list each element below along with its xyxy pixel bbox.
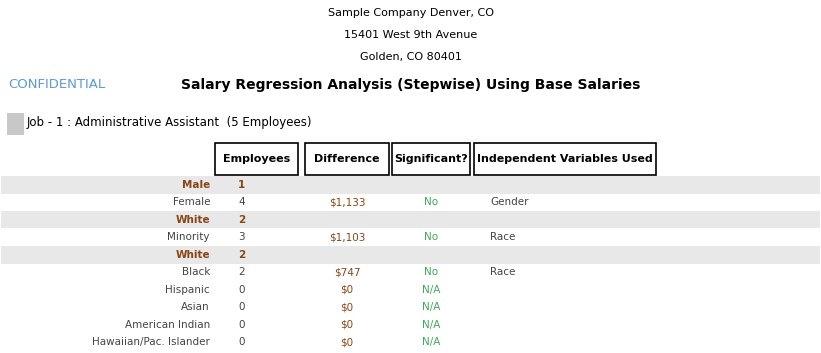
- Bar: [1, 316, 820, 334]
- Bar: [1, 228, 820, 246]
- Text: White: White: [176, 250, 210, 260]
- Bar: [474, 143, 656, 175]
- Text: $0: $0: [341, 302, 354, 312]
- Text: Hawaiian/Pac. Islander: Hawaiian/Pac. Islander: [92, 337, 210, 347]
- Text: Golden, CO 80401: Golden, CO 80401: [360, 52, 461, 62]
- Text: 1: 1: [238, 180, 245, 190]
- Text: $0: $0: [341, 320, 354, 330]
- Text: Black: Black: [181, 267, 210, 277]
- Text: 3: 3: [238, 232, 245, 242]
- Text: 0: 0: [238, 320, 245, 330]
- Text: Race: Race: [490, 267, 516, 277]
- Text: N/A: N/A: [422, 302, 440, 312]
- Text: Independent Variables Used: Independent Variables Used: [477, 154, 653, 164]
- Bar: [1, 246, 820, 263]
- Text: Minority: Minority: [167, 232, 210, 242]
- Text: $0: $0: [341, 285, 354, 295]
- Text: American Indian: American Indian: [125, 320, 210, 330]
- Text: $1,133: $1,133: [328, 197, 365, 207]
- Text: Sample Company Denver, CO: Sample Company Denver, CO: [328, 8, 493, 18]
- Bar: [1, 334, 820, 351]
- Text: 15401 West 9th Avenue: 15401 West 9th Avenue: [344, 30, 477, 40]
- Bar: [1, 176, 820, 193]
- Bar: [215, 143, 298, 175]
- Text: Race: Race: [490, 232, 516, 242]
- Text: N/A: N/A: [422, 320, 440, 330]
- Text: 2: 2: [238, 215, 245, 225]
- Bar: [1, 193, 820, 211]
- Bar: [1, 281, 820, 299]
- Text: 4: 4: [238, 197, 245, 207]
- Bar: [7, 113, 24, 135]
- Text: 0: 0: [238, 302, 245, 312]
- Text: Significant?: Significant?: [394, 154, 468, 164]
- Bar: [1, 351, 820, 353]
- Text: No: No: [424, 197, 438, 207]
- Text: $0: $0: [341, 337, 354, 347]
- Text: Employees: Employees: [222, 154, 290, 164]
- Text: 0: 0: [238, 285, 245, 295]
- Bar: [305, 143, 389, 175]
- Bar: [1, 299, 820, 316]
- Text: $1,103: $1,103: [329, 232, 365, 242]
- Text: Gender: Gender: [490, 197, 529, 207]
- Text: N/A: N/A: [422, 337, 440, 347]
- Text: 2: 2: [238, 267, 245, 277]
- Text: Male: Male: [181, 180, 210, 190]
- Text: 0: 0: [238, 337, 245, 347]
- Text: 2: 2: [238, 250, 245, 260]
- Text: Asian: Asian: [181, 302, 210, 312]
- Text: White: White: [176, 215, 210, 225]
- Text: No: No: [424, 232, 438, 242]
- Text: Hispanic: Hispanic: [165, 285, 210, 295]
- Bar: [1, 263, 820, 281]
- Text: Difference: Difference: [314, 154, 380, 164]
- Text: Job - 1 : Administrative Assistant  (5 Employees): Job - 1 : Administrative Assistant (5 Em…: [27, 116, 313, 129]
- Bar: [392, 143, 470, 175]
- Text: Female: Female: [172, 197, 210, 207]
- Text: Salary Regression Analysis (Stepwise) Using Base Salaries: Salary Regression Analysis (Stepwise) Us…: [181, 78, 640, 92]
- Text: No: No: [424, 267, 438, 277]
- Bar: [1, 211, 820, 228]
- Text: N/A: N/A: [422, 285, 440, 295]
- Text: $747: $747: [334, 267, 360, 277]
- Text: CONFIDENTIAL: CONFIDENTIAL: [8, 78, 105, 91]
